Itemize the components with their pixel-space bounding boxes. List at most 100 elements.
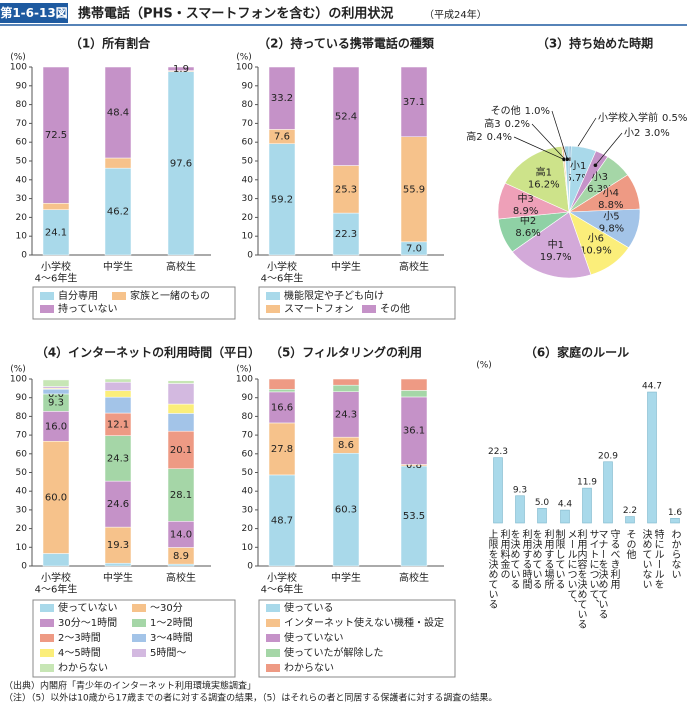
chart-title: （3）持ち始めた時期 [537,36,653,51]
bar-segment [167,563,195,567]
y-tick-label: 70 [242,119,254,129]
data-label: 24.3 [335,409,357,420]
bar-segment [268,66,296,130]
slice-name: 高1 [536,165,552,178]
legend-swatch [266,619,280,627]
text-line: 上限を決めている [486,529,498,609]
text-line: 小学校 [41,571,71,584]
legend-label: 使っていない [58,601,118,614]
bar-segment [42,379,70,387]
legend-swatch [132,619,146,627]
bar-segment [104,562,132,567]
footnote: （注）（5）以外は10歳から17歳までの者に対する調査の結果，（5）はそれらの者… [4,692,497,704]
text-line: 利用料金の [498,529,510,579]
outside-label: 小学校入学前 0.5% [598,111,687,124]
text-line: 制限している [553,528,565,589]
y-tick-label: 40 [16,175,28,185]
legend-swatch [132,604,146,612]
legend-swatch [266,292,280,300]
legend-label: わからない [284,662,334,674]
data-label: 52.4 [335,111,357,122]
pie-slice [511,211,592,279]
y-tick-label: 20 [242,524,254,534]
y-tick-label: 20 [242,213,254,223]
bar-segment [167,66,195,71]
text-line: マナーを決めている [596,529,608,619]
y-tick-label: 40 [242,487,254,497]
legend [32,599,236,678]
data-label: 20.1 [170,445,192,456]
text-line: 小学校 [267,571,297,584]
x-tick-label: 利用する場所を決めている [530,529,554,590]
x-tick-label: サイトについて、利用内容を決めている [575,529,599,629]
slice-value: 16.2% [528,179,560,190]
bar [647,391,657,524]
text-line: 小学校 [41,260,71,273]
text-line: 利用する場所 [542,529,554,590]
bar-segment [167,71,195,256]
bar-segment [332,391,360,438]
outside-label: その他 1.0% [491,104,550,117]
data-label: 22.3 [335,229,357,240]
bar-segment [400,396,428,465]
chart-title: （1）所有割合 [70,36,151,51]
y-tick-label: 50 [16,468,28,478]
data-label: 53.5 [403,511,425,522]
text-line: 4～6年生 [261,272,304,285]
y-tick-label: 20 [16,213,28,223]
bar-segment [332,384,360,392]
x-tick-label: 中学生 [103,571,133,584]
legend-swatch [40,604,54,612]
bar-segment [167,413,195,432]
bar-segment [332,378,360,386]
legend-label: 家族と一緒のもの [130,289,210,302]
data-label: 60.3 [335,505,357,516]
data-label: 48.4 [107,107,129,118]
chart-title: （2）持っている携帯電話の種類 [258,36,435,51]
data-label: 0.8 [406,460,422,471]
figure-badge [0,3,68,23]
bar-segment [268,474,296,567]
x-tick-label: 中学生 [331,571,361,584]
legend-swatch [40,664,54,672]
bar-segment [400,66,428,137]
bar-segment [167,521,195,548]
x-tick-label: 小学校 4～6年生 [35,260,78,285]
data-label: 8.9 [173,551,189,562]
slice-name: 小4 [603,187,619,199]
bar-segment [332,212,360,256]
data-label: 9.3 [513,485,527,495]
y-tick-label: 100 [10,375,27,385]
y-tick-label: 100 [236,375,253,385]
data-label: 97.6 [170,158,192,169]
y-tick-label: 50 [16,157,28,167]
legend-label: 1～2時間 [150,617,193,629]
bar [625,516,635,524]
y-tick-label: 60 [16,138,28,148]
y-tick-label: 0 [247,251,253,261]
legend-swatch [40,634,54,642]
data-label: 16.6 [271,402,293,413]
slice-name: 高2 [466,130,482,143]
data-label: 8.6 [338,440,354,451]
bar [670,518,680,524]
data-label: 7.6 [274,132,290,143]
slice-value: 5.7% [565,173,590,184]
y-tick-label: 0 [247,562,253,572]
x-tick-label: わからない [669,529,681,579]
legend-swatch [132,649,146,657]
y-tick-label: 100 [10,63,27,73]
slice-value: 0.4% [487,132,512,143]
bar-segment [332,66,360,166]
slice-name: 中3 [517,192,533,205]
y-tick-label: 90 [242,81,254,91]
legend-label: 自分専用 [58,289,98,302]
bar [560,509,570,524]
y-tick-label: 10 [16,232,28,242]
data-label: 22.3 [488,447,508,457]
y-tick-label: 0 [21,251,27,261]
x-tick-label: 利用する時間を決めている [508,529,532,590]
outside-label: 高2 0.4% [466,130,512,143]
text-line: 4～6年生 [261,583,304,596]
